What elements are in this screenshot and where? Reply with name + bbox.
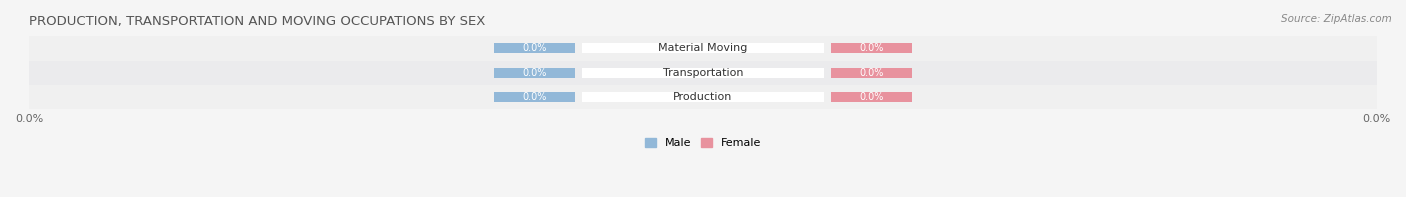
Bar bbox=[831, 44, 912, 53]
Bar bbox=[30, 85, 1376, 109]
Bar bbox=[30, 36, 1376, 60]
Text: 0.0%: 0.0% bbox=[859, 92, 883, 102]
Text: 0.0%: 0.0% bbox=[523, 92, 547, 102]
Bar bbox=[582, 92, 824, 102]
Bar bbox=[582, 44, 824, 53]
Bar bbox=[494, 92, 575, 102]
Text: Source: ZipAtlas.com: Source: ZipAtlas.com bbox=[1281, 14, 1392, 24]
Text: Transportation: Transportation bbox=[662, 68, 744, 78]
Bar bbox=[831, 92, 912, 102]
Legend: Male, Female: Male, Female bbox=[641, 133, 765, 152]
Text: Production: Production bbox=[673, 92, 733, 102]
Bar bbox=[582, 68, 824, 78]
Text: Material Moving: Material Moving bbox=[658, 43, 748, 53]
Text: 0.0%: 0.0% bbox=[859, 68, 883, 78]
Text: 0.0%: 0.0% bbox=[523, 43, 547, 53]
Bar bbox=[30, 60, 1376, 85]
Text: 0.0%: 0.0% bbox=[523, 68, 547, 78]
Bar bbox=[831, 68, 912, 78]
Text: PRODUCTION, TRANSPORTATION AND MOVING OCCUPATIONS BY SEX: PRODUCTION, TRANSPORTATION AND MOVING OC… bbox=[30, 15, 485, 28]
Bar bbox=[494, 44, 575, 53]
Text: 0.0%: 0.0% bbox=[859, 43, 883, 53]
Bar bbox=[494, 68, 575, 78]
